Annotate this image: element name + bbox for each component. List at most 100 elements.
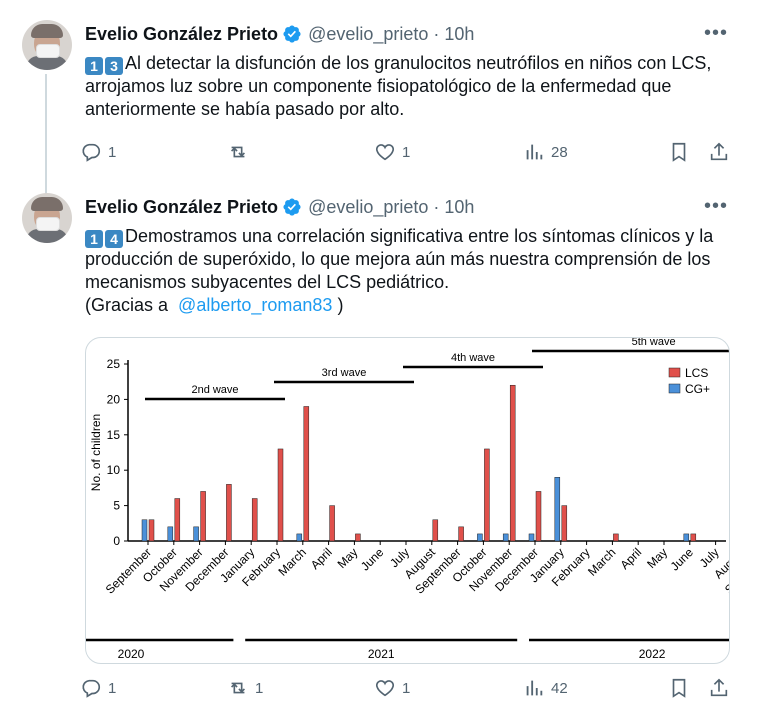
bar-lcs (561, 505, 568, 542)
wave-label: 2nd wave (191, 384, 238, 396)
author-handle[interactable]: @evelio_prieto (308, 23, 429, 44)
bar-cg (528, 533, 535, 542)
x-tick-label: May (644, 545, 670, 571)
share-icon (710, 142, 728, 161)
tweet-timestamp[interactable]: 10h (444, 196, 475, 217)
y-tick-label: 5 (113, 499, 120, 513)
tweet-header: Evelio González Prieto @evelio_prieto · … (85, 196, 475, 217)
bar-lcs (509, 384, 516, 542)
bookmark-button[interactable] (668, 141, 696, 163)
y-tick-label: 10 (107, 463, 121, 477)
bar-lcs (458, 526, 464, 542)
share-icon (710, 678, 728, 697)
tweet-actions: 1 1 28 (80, 141, 740, 165)
share-button[interactable] (708, 677, 736, 699)
tweet-header: Evelio González Prieto @evelio_prieto · … (85, 23, 475, 44)
x-tick-label: June (668, 545, 697, 574)
bookmark-icon (672, 678, 686, 698)
bar-cg (502, 533, 509, 542)
more-options-icon[interactable]: ••• (703, 22, 728, 44)
retweet-button[interactable]: 1 (227, 677, 263, 699)
tweet-1[interactable]: Evelio González Prieto @evelio_prieto · … (0, 0, 762, 185)
bar-cg (554, 477, 561, 542)
keycap-icon: 1 (85, 57, 103, 75)
bar-lcs (277, 448, 284, 542)
views-chart-icon (526, 144, 543, 160)
tweet-actions: 1 1 1 42 (80, 677, 740, 701)
verified-badge-icon (283, 198, 301, 216)
like-button[interactable]: 1 (374, 141, 410, 163)
bar-cg (477, 533, 483, 542)
y-tick-label: 20 (107, 392, 121, 406)
wave-label: 3rd wave (322, 367, 367, 379)
bar-lcs (535, 491, 542, 542)
bar-cg (296, 533, 303, 542)
bar-lcs (690, 533, 697, 542)
bar-lcs (432, 519, 439, 542)
year-label: 2021 (368, 647, 395, 661)
reply-button[interactable]: 1 (80, 677, 116, 699)
bar-lcs (226, 484, 232, 542)
reply-icon (82, 679, 101, 698)
legend-label-cg: CG+ (685, 382, 710, 396)
x-tick-label: June (358, 545, 387, 574)
bar-cg (683, 533, 690, 542)
tweet-2[interactable]: Evelio González Prieto @evelio_prieto · … (0, 185, 762, 712)
y-axis-label: No. of children (89, 414, 103, 491)
retweet-icon (230, 682, 246, 694)
retweet-count: 1 (255, 679, 264, 697)
views-chart-icon (526, 680, 543, 696)
keycap-icon: 3 (105, 57, 123, 75)
bar-lcs (303, 406, 310, 542)
retweet-button[interactable] (227, 141, 255, 163)
tweet-text: 1 3 Al detectar la disfunción de los granu… (85, 53, 712, 119)
bar-cg (167, 526, 174, 542)
author-name[interactable]: Evelio González Prieto (85, 196, 279, 217)
bar-lcs (148, 519, 155, 542)
wave-label: 5th wave (632, 338, 676, 348)
share-button[interactable] (708, 141, 736, 163)
bar-lcs (251, 498, 258, 542)
legend-swatch-cg (668, 383, 681, 394)
like-button[interactable]: 1 (374, 677, 410, 699)
thread-connector-line (45, 74, 47, 194)
reply-icon (82, 143, 101, 162)
more-options-icon[interactable]: ••• (703, 195, 728, 217)
year-label: 2020 (118, 647, 145, 661)
tweet-timestamp[interactable]: 10h (444, 23, 475, 44)
bar-lcs (355, 533, 361, 542)
y-tick-label: 15 (107, 428, 121, 442)
reply-button[interactable]: 1 (80, 141, 116, 163)
bar-lcs (484, 448, 490, 542)
legend-swatch-lcs (668, 367, 681, 378)
year-label: 2022 (639, 647, 666, 661)
heart-icon (375, 680, 395, 697)
like-count: 1 (402, 143, 411, 161)
keycap-icon: 4 (105, 230, 123, 248)
retweet-icon (230, 146, 246, 158)
author-avatar[interactable] (22, 20, 72, 70)
bar-lcs (174, 498, 181, 542)
like-count: 1 (402, 679, 411, 697)
tweet-media-chart[interactable]: 0 5 10 15 20 25 No. of children September Octobe… (85, 337, 730, 664)
legend-label-lcs: LCS (685, 366, 708, 380)
mention-link[interactable]: @alberto_roman83 (178, 295, 333, 315)
bar-lcs (200, 491, 206, 542)
bar-cg (141, 519, 148, 542)
author-handle[interactable]: @evelio_prieto (308, 196, 429, 217)
views-button[interactable]: 42 (523, 677, 568, 699)
heart-icon (375, 144, 395, 161)
bar-lcs (613, 533, 619, 542)
bookmark-icon (672, 142, 686, 162)
y-tick-label: 0 (113, 534, 120, 548)
views-button[interactable]: 28 (523, 141, 568, 163)
y-tick-label: 25 (107, 357, 121, 371)
bookmark-button[interactable] (668, 677, 696, 699)
author-name[interactable]: Evelio González Prieto (85, 23, 279, 44)
bar-lcs (329, 505, 335, 542)
tweet-text: 1 4 Demostramos una correlación significat… (85, 226, 714, 315)
views-count: 42 (551, 679, 568, 697)
bar-cg (193, 526, 199, 542)
author-avatar[interactable] (22, 193, 72, 243)
